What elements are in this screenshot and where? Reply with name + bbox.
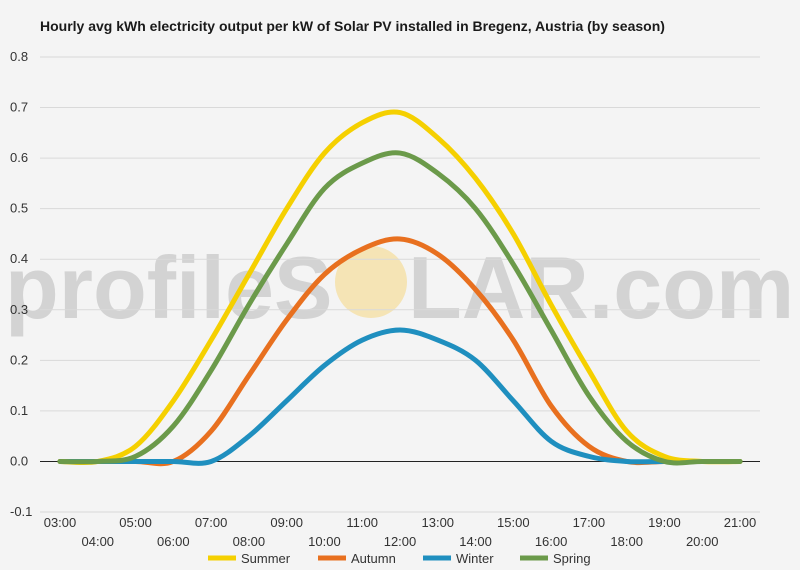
x-tick-label: 18:00 [610, 534, 643, 549]
y-tick-label: 0.6 [10, 150, 28, 165]
y-tick-label: 0.5 [10, 201, 28, 216]
legend-item-autumn: Autumn [318, 551, 396, 566]
x-tick-label: 17:00 [573, 515, 606, 530]
x-tick-label: 16:00 [535, 534, 568, 549]
legend-label: Autumn [351, 551, 396, 566]
x-tick-label: 13:00 [422, 515, 455, 530]
y-tick-label: 0.2 [10, 352, 28, 367]
legend-item-winter: Winter [423, 551, 494, 566]
x-tick-label: 05:00 [119, 515, 152, 530]
y-tick-label: -0.1 [10, 504, 32, 519]
y-axis: -0.1 0.0 0.1 0.2 0.3 0.4 0.5 0.6 0.7 0.8 [10, 49, 32, 519]
legend-item-spring: Spring [520, 551, 591, 566]
gridlines [40, 56, 760, 513]
x-tick-label: 08:00 [233, 534, 266, 549]
y-tick-label: 0.8 [10, 49, 28, 64]
x-tick-label: 21:00 [724, 515, 757, 530]
chart-title: Hourly avg kWh electricity output per kW… [40, 18, 665, 34]
y-tick-label: 0.7 [10, 100, 28, 115]
legend-label: Winter [456, 551, 494, 566]
watermark-sun-icon [335, 246, 407, 318]
x-tick-label: 11:00 [346, 515, 378, 530]
series-line-summer [57, 109, 743, 466]
watermark-logo: profileS LAR.com [5, 238, 794, 337]
x-tick-label: 04:00 [82, 534, 115, 549]
series-line-spring [57, 150, 743, 466]
legend: Summer Autumn Winter Spring [208, 551, 591, 566]
legend-label: Summer [241, 551, 291, 566]
y-tick-label: 0.3 [10, 302, 28, 317]
x-tick-label: 06:00 [157, 534, 190, 549]
x-tick-label: 10:00 [308, 534, 341, 549]
y-tick-label: 0.0 [10, 453, 28, 468]
x-tick-label: 14:00 [459, 534, 492, 549]
y-tick-label: 0.4 [10, 251, 28, 266]
x-tick-label: 03:00 [44, 515, 77, 530]
x-tick-label: 07:00 [195, 515, 228, 530]
x-tick-label: 19:00 [648, 515, 681, 530]
y-tick-label: 0.1 [10, 403, 28, 418]
x-axis: 03:00 04:00 05:00 06:00 07:00 08:00 09:00 10:00… [44, 515, 757, 549]
series-lines [57, 109, 743, 467]
legend-label: Spring [553, 551, 591, 566]
series-line-winter [57, 327, 743, 466]
x-tick-label: 12:00 [384, 534, 417, 549]
watermark-text-right: LAR.com [408, 238, 794, 337]
x-tick-label: 09:00 [270, 515, 303, 530]
legend-item-summer: Summer [208, 551, 291, 566]
x-tick-label: 15:00 [497, 515, 530, 530]
x-tick-label: 20:00 [686, 534, 719, 549]
